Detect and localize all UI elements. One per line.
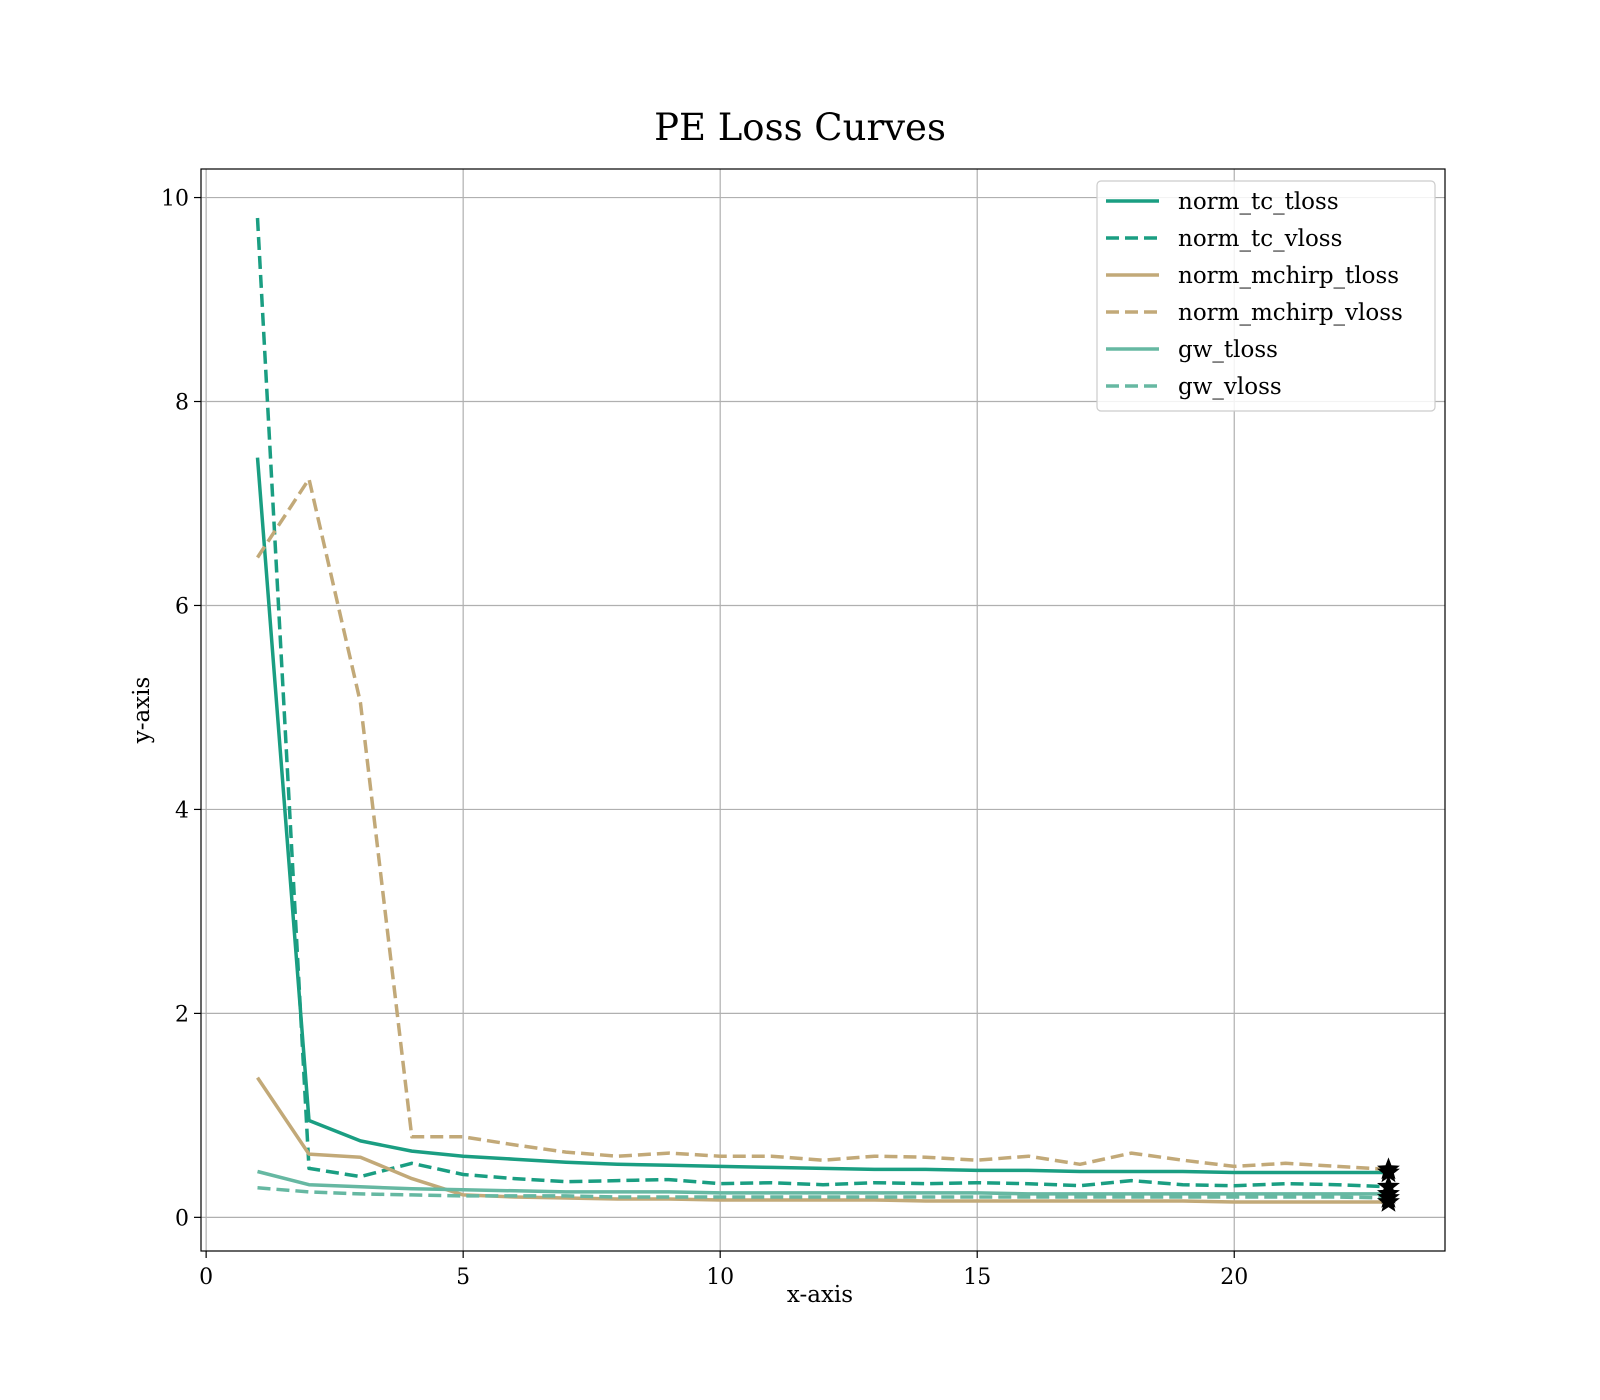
legend: norm_tc_tloss norm_tc_vloss norm_mchirp_tl… [1096,180,1436,412]
x-tick-label: 10 [706,1265,734,1290]
final-marker-gw_vloss [1377,1186,1400,1208]
y-tick-label: 8 [175,391,189,416]
legend-label-norm_mchirp_tloss: norm_mchirp_tloss [1178,263,1399,289]
legend-label-gw_vloss: gw_vloss [1178,374,1282,400]
y-tick-label: 0 [175,1206,189,1231]
legend-box [1096,180,1436,412]
x-tick-label: 0 [199,1265,213,1290]
y-tick-label: 4 [175,798,189,823]
x-tick-label: 15 [963,1265,991,1290]
legend-label-norm_mchirp_vloss: norm_mchirp_vloss [1178,300,1403,326]
series-lines [255,217,1389,1204]
y-axis-ticks: 0 2 4 6 8 10 [161,187,201,1231]
legend-label-gw_tloss: gw_tloss [1178,337,1278,363]
legend-label-norm_tc_vloss: norm_tc_vloss [1178,226,1342,252]
series-line-norm_tc_tloss [255,457,1389,1175]
final-marker-norm_mchirp_vloss [1377,1157,1400,1180]
y-tick-label: 6 [175,594,189,619]
x-axis-ticks: 0 5 10 15 20 [199,1251,1248,1290]
y-axis-label: y-axis [129,677,155,745]
plot-area-frame [200,168,1446,1252]
series-line-gw_vloss [257,1186,1389,1200]
final-epoch-markers [1377,1157,1400,1212]
y-tick-label: 2 [175,1002,189,1027]
series-line-gw_tloss [257,1169,1389,1196]
legend-label-norm_tc_tloss: norm_tc_tloss [1178,189,1339,215]
x-tick-label: 5 [456,1265,470,1290]
x-tick-label: 20 [1220,1265,1248,1290]
y-tick-label: 10 [161,187,189,212]
x-axis-label: x-axis [787,1282,853,1308]
series-line-norm_tc_vloss [255,217,1389,1189]
chart-title: PE Loss Curves [654,106,946,149]
